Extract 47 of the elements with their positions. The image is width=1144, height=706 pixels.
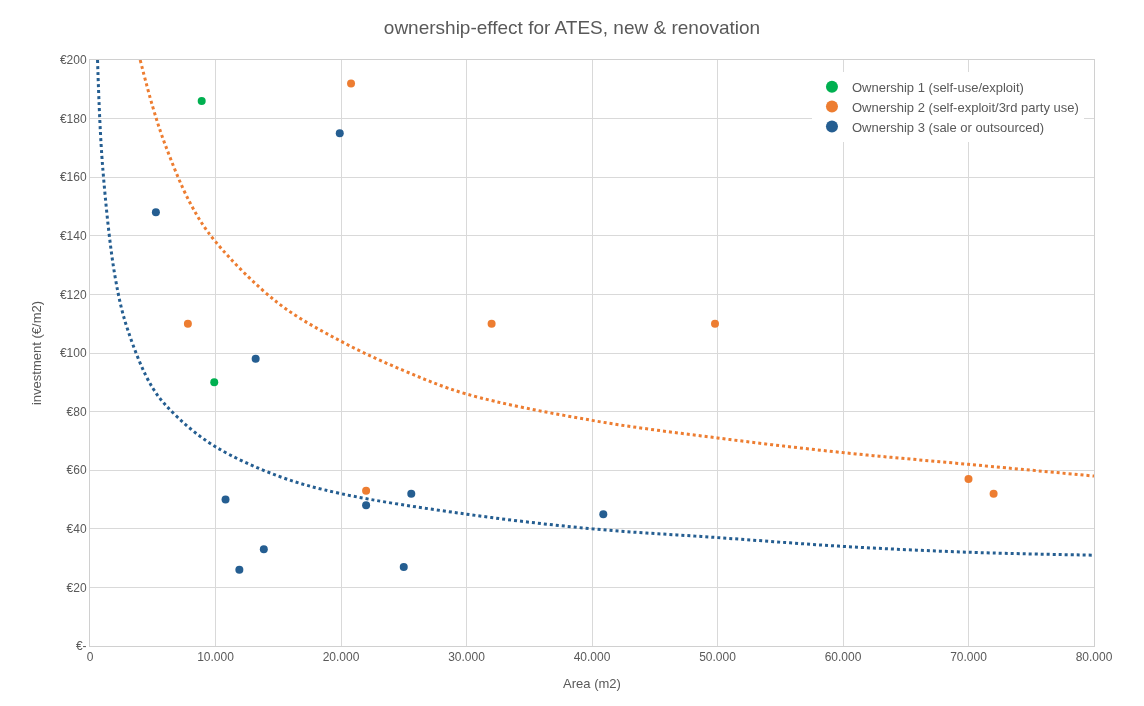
point: [183, 319, 192, 328]
legend-label: Ownership 1 (self-use/exploit): [851, 79, 1024, 95]
x-tick-label: 30.000: [448, 650, 486, 665]
x-tick-label: 50.000: [699, 650, 737, 665]
point: [407, 489, 416, 498]
point: [487, 319, 496, 328]
x-tick-label: 70.000: [950, 650, 988, 665]
x-tick-label: 0: [86, 650, 94, 665]
y-tick-label: €80: [66, 404, 87, 419]
point: [259, 545, 268, 554]
y-tick-label: €-: [75, 639, 87, 654]
x-tick-label: 40.000: [573, 650, 611, 665]
x-tick-label: 20.000: [322, 650, 360, 665]
y-tick-label: €100: [59, 346, 87, 361]
point: [151, 208, 160, 217]
point: [235, 565, 244, 574]
point: [221, 495, 230, 504]
point: [989, 489, 998, 498]
y-tick-label: €180: [59, 111, 87, 126]
y-tick-label: €200: [59, 53, 87, 68]
x-tick-label: 60.000: [824, 650, 862, 665]
y-tick-label: €140: [59, 229, 87, 243]
y-tick-label: €60: [66, 463, 87, 478]
x-tick-label: 10.000: [197, 650, 235, 665]
y-axis-title: investment (€/m2): [28, 300, 44, 406]
point: [599, 510, 608, 519]
point: [710, 319, 719, 328]
y-tick-label: €120: [59, 287, 87, 302]
x-axis-title: Area (m2): [563, 676, 621, 691]
x-tick-label: 80.000: [1075, 650, 1113, 665]
point: [964, 474, 973, 483]
point: [251, 354, 260, 363]
point: [347, 79, 356, 88]
line-series: [138, 60, 1094, 478]
y-tick-label: €40: [66, 522, 87, 536]
line-series: [96, 60, 1094, 557]
point: [197, 97, 206, 106]
point: [362, 501, 371, 510]
chart-title: ownership-effect for ATES, new & renovation: [383, 17, 761, 39]
y-tick-label: €20: [66, 580, 87, 595]
legend-label: Ownership 2 (self-exploit/3rd party use): [851, 99, 1079, 115]
point: [362, 486, 371, 495]
legend-label: Ownership 3 (sale or outsourced): [851, 119, 1045, 135]
y-tick-label: €160: [59, 170, 87, 185]
point: [399, 562, 408, 571]
point: [335, 129, 344, 138]
point: [210, 378, 219, 387]
